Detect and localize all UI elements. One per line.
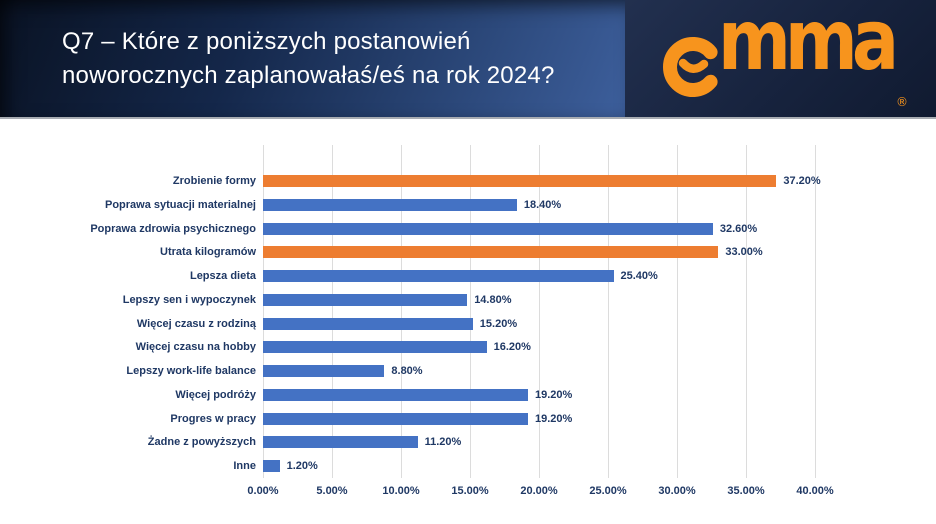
- category-label: Lepszy work-life balance: [126, 365, 256, 377]
- registered-trademark-symbol: ®: [896, 95, 908, 109]
- category-label: Więcej czasu z rodziną: [136, 317, 256, 330]
- gridline: [332, 145, 333, 478]
- gridline: [815, 145, 816, 478]
- category-label: Poprawa sytuacji materialnej: [104, 198, 256, 211]
- bar-default: [263, 341, 487, 354]
- value-label: 32.60%: [719, 222, 758, 235]
- gridline: [608, 145, 609, 478]
- bar-default: [263, 222, 713, 235]
- bar-default: [263, 317, 473, 330]
- value-label: 25.40%: [620, 270, 658, 282]
- bar-default: [263, 270, 614, 282]
- value-label: 16.20%: [493, 341, 531, 354]
- slide-title-line2: noworocznych zaplanowałaś/eś na rok 2024…: [62, 62, 555, 89]
- value-label: 19.20%: [535, 412, 573, 425]
- category-label: Inne: [233, 460, 256, 472]
- x-axis-tick-label: 0.00%: [247, 485, 279, 497]
- value-label: 15.20%: [479, 317, 518, 330]
- x-axis-tick-label: 35.00%: [727, 485, 765, 497]
- value-label: 19.20%: [535, 388, 573, 401]
- value-label: 37.20%: [783, 175, 821, 187]
- x-axis-tick-label: 5.00%: [316, 485, 348, 497]
- gridline: [677, 145, 678, 478]
- bar-highlight: [263, 175, 777, 187]
- slide-title: Q7 – Które z poniższych postanowień nowo…: [62, 25, 602, 93]
- category-label: Utrata kilogramów: [160, 246, 256, 259]
- category-label: Poprawa zdrowia psychicznego: [90, 222, 256, 235]
- gridline: [746, 145, 747, 478]
- category-label: Żadne z powyższych: [147, 436, 256, 449]
- slide-title-line1: Q7 – Które z poniższych postanowień: [62, 28, 471, 55]
- plot-area: 37.20% 18.40% 32.60% 33.00% 25.40% 14.80% 15.2…: [263, 145, 821, 478]
- value-label: 14.80%: [474, 293, 512, 306]
- bar-default: [263, 198, 517, 211]
- value-label: 1.20%: [286, 460, 318, 472]
- x-axis-tick-label: 10.00%: [382, 485, 420, 497]
- bar-chart: Zrobienie formy Poprawa sytuacji material…: [0, 119, 936, 524]
- value-label: 11.20%: [424, 436, 462, 449]
- category-label: Więcej podróży: [175, 388, 256, 401]
- x-axis-tick-label: 30.00%: [658, 485, 696, 497]
- value-label: 18.40%: [523, 198, 562, 211]
- bar-default: [263, 460, 280, 472]
- bar-default: [263, 412, 528, 425]
- category-labels: Zrobienie formy Poprawa sytuacji material…: [0, 145, 256, 478]
- bar-default: [263, 365, 385, 377]
- header-banner: Q7 – Które z poniższych postanowień nowo…: [0, 0, 936, 119]
- gridline: [401, 145, 402, 478]
- x-axis-tick-label: 15.00%: [451, 485, 489, 497]
- emma-e-icon: [663, 37, 718, 97]
- gridline: [470, 145, 471, 478]
- bar-default: [263, 436, 418, 449]
- gridline: [539, 145, 540, 478]
- bar-default: [263, 293, 468, 306]
- value-label: 33.00%: [725, 246, 763, 259]
- x-axis-tick-label: 20.00%: [520, 485, 558, 497]
- value-label: 8.80%: [391, 365, 423, 377]
- header-divider: [0, 117, 936, 119]
- category-label: Lepszy sen i wypoczynek: [122, 293, 256, 306]
- header-title-panel: Q7 – Które z poniższych postanowień nowo…: [0, 0, 625, 117]
- emma-logo: mma ®: [663, 0, 908, 109]
- logo-panel: mma ®: [625, 0, 936, 117]
- x-axis: 0.00% 5.00% 10.00% 15.00% 20.00% 25.00% 30.00%…: [247, 484, 833, 502]
- gridline: [263, 145, 264, 478]
- category-label: Lepsza dieta: [189, 270, 256, 282]
- x-axis-tick-label: 25.00%: [589, 485, 627, 497]
- bar-default: [263, 388, 528, 401]
- category-label: Więcej czasu na hobby: [135, 341, 256, 354]
- category-label: Progres w pracy: [170, 412, 256, 425]
- emma-wordmark-text: mma: [718, 0, 894, 90]
- bar-highlight: [263, 246, 719, 259]
- x-axis-tick-label: 40.00%: [796, 485, 834, 497]
- category-label: Zrobienie formy: [172, 175, 256, 187]
